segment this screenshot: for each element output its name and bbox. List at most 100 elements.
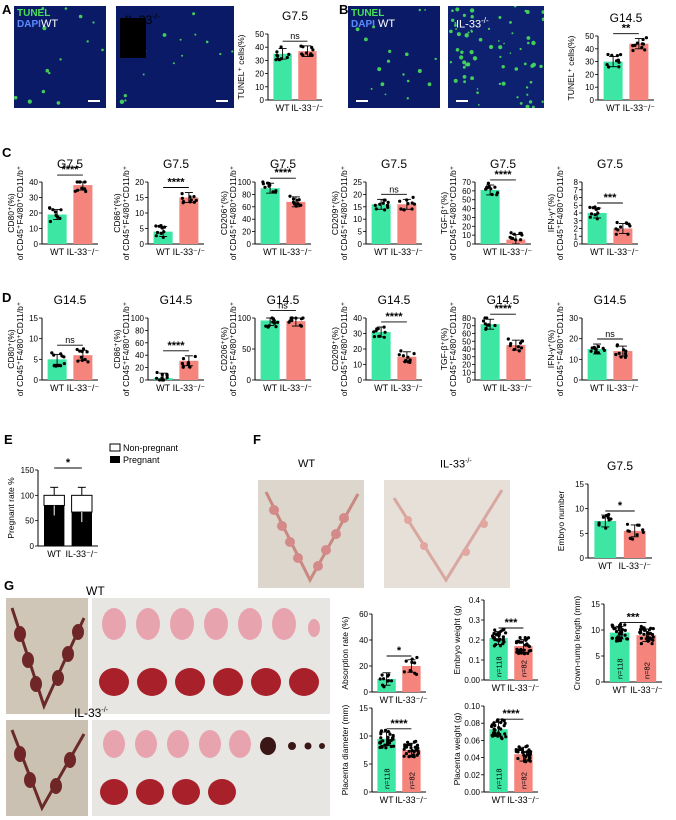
data-point (512, 232, 516, 236)
x-tick-label-D-cd209: IL-33⁻/⁻ (391, 383, 424, 393)
data-point (496, 731, 500, 735)
chart-title-A-tunel: G7.5 (282, 9, 308, 23)
data-point (506, 337, 510, 341)
x-tick-label-G-placenta-diameter: WT (380, 795, 394, 805)
bar-D-cd209-1 (397, 356, 417, 380)
data-point (379, 732, 383, 736)
data-point (591, 206, 595, 210)
data-point (406, 360, 410, 364)
data-point (386, 205, 390, 209)
data-point (606, 516, 610, 520)
y-label-C-ifng: IFN-γ⁺(%) (546, 194, 556, 233)
data-point (386, 730, 390, 734)
data-point (389, 744, 393, 749)
y-tick-label-B-tunel: 30 (585, 58, 594, 67)
y-tick-label-D-cd206: 0 (247, 376, 252, 385)
y-tick-label-A-tunel: 20 (255, 70, 264, 79)
data-point (625, 522, 630, 526)
data-point (518, 636, 522, 640)
data-point (619, 355, 623, 359)
tunel-dots-b-ko (449, 6, 544, 108)
tunel-dot (219, 52, 222, 56)
sig-label-C-cd86: **** (167, 177, 185, 189)
embryos-g-wt (99, 608, 320, 696)
y-tick-label-D-ifng: 0 (574, 376, 579, 385)
data-point (384, 746, 388, 750)
data-point (194, 198, 198, 202)
data-point (311, 48, 315, 52)
data-point (301, 316, 305, 320)
data-point (502, 719, 506, 723)
data-point (378, 741, 383, 745)
data-point (51, 208, 55, 212)
y-tick-label-D-cd206: 50 (242, 345, 251, 354)
data-point (619, 53, 623, 57)
data-point (627, 222, 631, 226)
tunel-dot (529, 80, 533, 84)
tunel-dot (101, 48, 104, 52)
data-point (481, 319, 486, 323)
data-point (588, 205, 592, 209)
data-point (412, 740, 416, 744)
tunel-dot (119, 99, 125, 105)
bar-C-cd80-0 (47, 214, 67, 244)
data-point (48, 219, 53, 224)
photo-g-ko-uterus (6, 720, 88, 816)
y-label-G-absorption: Absorption rate (%) (340, 616, 350, 689)
y-label2-D-cd209: of CD45⁺F4/80⁺CD11/b⁺ (339, 301, 349, 396)
data-point (641, 530, 645, 535)
data-point (643, 628, 647, 632)
y-tick-label-C-tgfb: 40 (462, 205, 471, 214)
data-point (161, 378, 166, 382)
data-point (78, 349, 82, 353)
y-tick-label-C-ifng: 0 (574, 240, 579, 249)
panel-label-b: B (339, 2, 349, 17)
data-point (266, 181, 270, 185)
y-tick-label-D-ifng: 10 (569, 355, 578, 364)
data-point (614, 352, 618, 357)
y-tick-label-G-crl: 0 (596, 678, 601, 687)
y-label-D-cd86: CD86⁺(%) (112, 329, 122, 369)
y-tick-label-C-ifng: 3 (574, 217, 579, 226)
sig-label-D-ifng: ns (605, 329, 615, 339)
tunel-dot (469, 50, 474, 55)
data-point (62, 362, 66, 366)
data-point (623, 628, 627, 633)
data-point (495, 191, 500, 195)
tunel-dot (41, 7, 45, 10)
y-tick-label-C-cd209: 10 (353, 215, 362, 224)
y-tick-label-G-embryo-weight: 0.3 (469, 616, 481, 625)
x-tick-label-E-pregnant: IL-33⁻/⁻ (66, 549, 99, 559)
x-tick-label-C-cd86: IL-33⁻/⁻ (173, 247, 206, 257)
tunel-dot (142, 73, 145, 76)
y-label-F-embryo: Embryo number (556, 491, 566, 552)
tunel-dot (92, 21, 95, 24)
data-point (271, 190, 275, 194)
y-label2-D-ifng: of CD45⁺F4/80⁺CD11/b⁺ (555, 301, 565, 396)
bar-pregnant-1 (71, 512, 92, 546)
y-tick-label-G-placenta-diameter: 10 (359, 732, 368, 741)
y-tick-label-C-cd86: 10 (135, 209, 144, 218)
data-point (155, 230, 160, 235)
data-point (406, 740, 410, 744)
data-point (389, 738, 393, 743)
y-label-C-cd86: CD86⁺(%) (112, 193, 122, 233)
y-tick-label-D-cd86: 20 (135, 364, 144, 373)
tunel-dot (497, 40, 500, 42)
data-point (411, 195, 415, 199)
data-point (484, 326, 488, 330)
y-tick-label-C-cd86: 0 (140, 240, 145, 249)
y-tick-label-G-crl: 10 (591, 626, 600, 635)
data-point (502, 724, 506, 728)
data-point (628, 536, 632, 541)
y-tick-label-C-cd206: 0 (247, 240, 252, 249)
y-tick-label-G-embryo-weight: 0.2 (469, 636, 481, 645)
x-tick-label-C-tgfb: WT (483, 247, 497, 257)
data-point (288, 194, 292, 198)
y-tick-label-D-tgfb: 50 (462, 337, 471, 346)
data-point (649, 637, 653, 641)
tunel-dot (526, 36, 531, 40)
data-point (378, 677, 382, 681)
data-point (642, 632, 646, 636)
data-point (595, 217, 599, 221)
